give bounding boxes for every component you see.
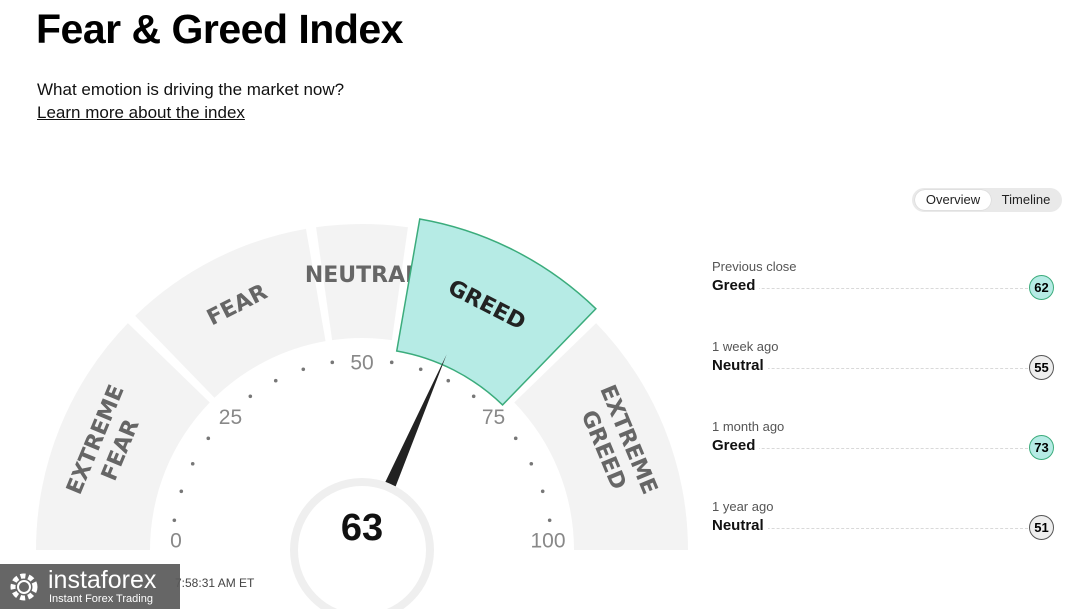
scale-tick — [273, 378, 278, 383]
dotted-leader — [712, 288, 1028, 289]
history-label: 1 month ago — [712, 419, 785, 434]
score-badge: 55 — [1029, 355, 1054, 380]
scale-tick — [190, 461, 195, 466]
scale-tick — [446, 378, 451, 383]
history-rating: Neutral — [712, 517, 768, 534]
scale-label-25: 25 — [219, 406, 242, 429]
gear-icon — [10, 573, 38, 601]
scale-tick — [471, 394, 476, 399]
scale-tick — [389, 360, 394, 365]
score-badge: 73 — [1029, 435, 1054, 460]
gauge-scale-area — [158, 346, 566, 550]
view-toggle: Overview Timeline — [912, 188, 1062, 212]
scale-label-75: 75 — [482, 406, 505, 429]
history-rating: Greed — [712, 277, 760, 294]
scale-tick — [547, 518, 552, 523]
history-1-month-ago: 1 month ago Greed 73 — [712, 419, 1058, 469]
watermark-logo: instaforex — [48, 566, 157, 594]
overview-tab[interactable]: Overview — [915, 190, 991, 210]
history-label: Previous close — [712, 259, 797, 274]
dotted-leader — [712, 528, 1028, 529]
segment-fear — [135, 228, 326, 398]
history-1-year-ago: 1 year ago Neutral 51 — [712, 499, 1058, 549]
segment-extreme-greed — [514, 323, 688, 550]
segment-label-neutral: NEUTRAL — [305, 263, 419, 288]
scale-tick — [529, 461, 534, 466]
scale-tick — [301, 367, 306, 372]
gauge-value: 63 — [341, 507, 383, 549]
page-title: Fear & Greed Index — [36, 6, 403, 52]
instaforex-watermark: instaforex Instant Forex Trading — [0, 564, 180, 609]
scale-label-50: 50 — [350, 352, 373, 375]
dotted-leader — [712, 448, 1028, 449]
segment-greed — [395, 218, 597, 406]
page-subtitle: What emotion is driving the market now? — [37, 80, 345, 99]
watermark-tagline: Instant Forex Trading — [49, 593, 153, 605]
scale-tick — [540, 489, 545, 494]
last-updated-timestamp: 7:58:31 AM ET — [175, 576, 255, 590]
history-label: 1 week ago — [712, 339, 779, 354]
scale-tick — [172, 518, 177, 523]
history-1-week-ago: 1 week ago Neutral 55 — [712, 339, 1058, 389]
scale-tick — [206, 436, 211, 441]
scale-tick — [418, 367, 423, 372]
history-rating: Greed — [712, 437, 760, 454]
history-rating: Neutral — [712, 357, 768, 374]
score-badge: 62 — [1029, 275, 1054, 300]
gauge-hub — [298, 486, 426, 609]
dotted-leader — [712, 368, 1028, 369]
scale-tick — [248, 394, 253, 399]
score-badge: 51 — [1029, 515, 1054, 540]
gauge-needle — [381, 354, 447, 496]
segment-neutral — [316, 224, 408, 341]
segment-extreme-fear — [36, 323, 210, 550]
scale-tick — [179, 489, 184, 494]
scale-label-100: 100 — [530, 530, 565, 553]
history-label: 1 year ago — [712, 499, 774, 514]
scale-tick — [513, 436, 518, 441]
history-previous-close: Previous close Greed 62 — [712, 259, 1058, 309]
learn-more-link[interactable]: Learn more about the index — [37, 103, 245, 122]
scale-label-0: 0 — [170, 530, 182, 553]
timeline-tab[interactable]: Timeline — [1001, 192, 1051, 207]
scale-tick — [330, 360, 335, 365]
